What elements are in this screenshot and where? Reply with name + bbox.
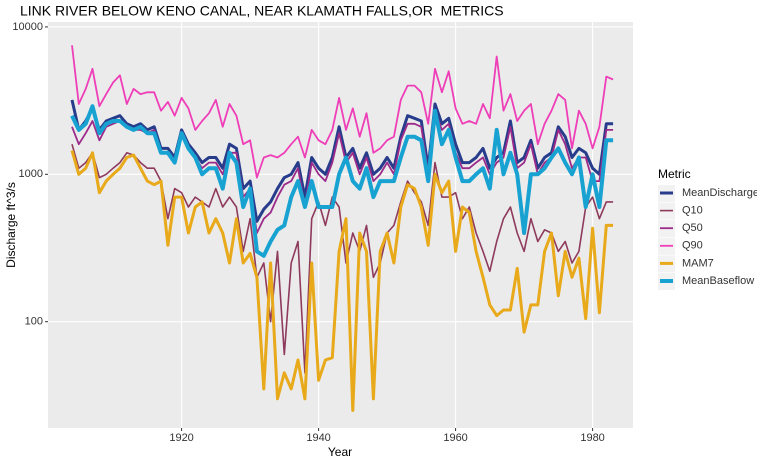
y-tick-label: 10000 bbox=[12, 21, 43, 33]
y-axis-label: Discharge ft^3/s bbox=[4, 182, 18, 268]
x-tick-label: 1940 bbox=[306, 432, 330, 444]
x-axis-label: Year bbox=[328, 445, 352, 459]
series-line bbox=[70, 99, 614, 223]
plot-panel bbox=[48, 22, 633, 428]
chart-title: LINK RIVER BELOW KENO CANAL, NEAR KLAMAT… bbox=[20, 3, 504, 19]
series-line bbox=[70, 150, 614, 412]
legend-label: Q50 bbox=[682, 222, 703, 234]
legend-label: MAM7 bbox=[682, 257, 714, 269]
x-tick-label: 1980 bbox=[580, 432, 604, 444]
y-tick-label: 1000 bbox=[19, 168, 43, 180]
series-line bbox=[71, 45, 614, 179]
x-tick-label: 1960 bbox=[443, 432, 467, 444]
x-tick-label: 1920 bbox=[169, 432, 193, 444]
legend-label: Q10 bbox=[682, 205, 703, 217]
legend-title: Metric bbox=[658, 167, 691, 181]
series-line bbox=[70, 104, 614, 258]
y-tick-label: 100 bbox=[25, 316, 43, 328]
legend-label: MeanBaseflow bbox=[682, 275, 754, 287]
legend-label: Q90 bbox=[682, 240, 703, 252]
legend-label: MeanDischarge bbox=[682, 187, 757, 199]
